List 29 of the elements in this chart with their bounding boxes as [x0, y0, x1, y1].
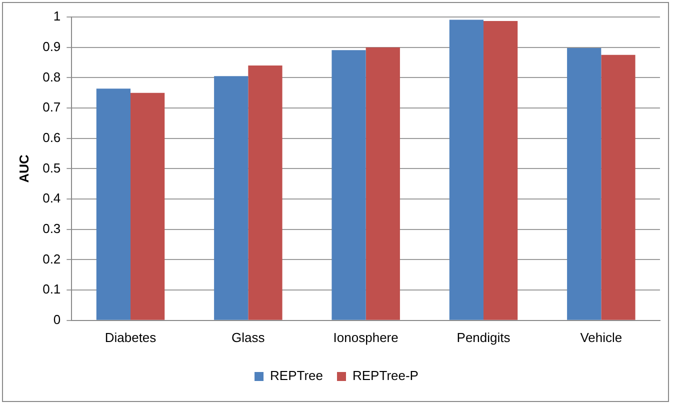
bar: [366, 47, 400, 320]
y-tick-label: 0.5: [42, 160, 61, 176]
x-tick-label: Diabetes: [104, 330, 157, 345]
bar: [248, 66, 282, 320]
y-tick-label: 0.7: [42, 100, 61, 115]
bar: [130, 92, 165, 320]
y-tick-label: 1: [53, 8, 61, 24]
y-tick-label: 0.2: [42, 251, 61, 266]
bar: [214, 76, 248, 320]
bar: [449, 20, 484, 320]
y-tick-label: 0.1: [42, 282, 61, 297]
x-tick-label: Glass: [232, 330, 266, 345]
y-tick-label: 0: [53, 312, 61, 327]
x-tick-label: Vehicle: [580, 330, 622, 345]
y-tick-label: 0.3: [42, 220, 61, 236]
y-tick-label: 0.9: [42, 38, 61, 54]
bar: [601, 54, 636, 320]
bar: [332, 50, 366, 320]
y-axis-title: AUC: [16, 154, 32, 183]
legend-label: REPTree-P: [352, 368, 418, 384]
legend-label: REPTree: [270, 368, 324, 384]
bar: [567, 48, 602, 320]
y-tick-label: 0.8: [42, 69, 61, 84]
bar: [484, 20, 518, 320]
x-tick-label: Pendigits: [456, 330, 511, 345]
bar: [96, 88, 131, 320]
y-tick-label: 0.6: [42, 130, 61, 145]
x-tick-label: Ionosphere: [333, 330, 398, 345]
y-tick-label: 0.4: [42, 190, 61, 206]
